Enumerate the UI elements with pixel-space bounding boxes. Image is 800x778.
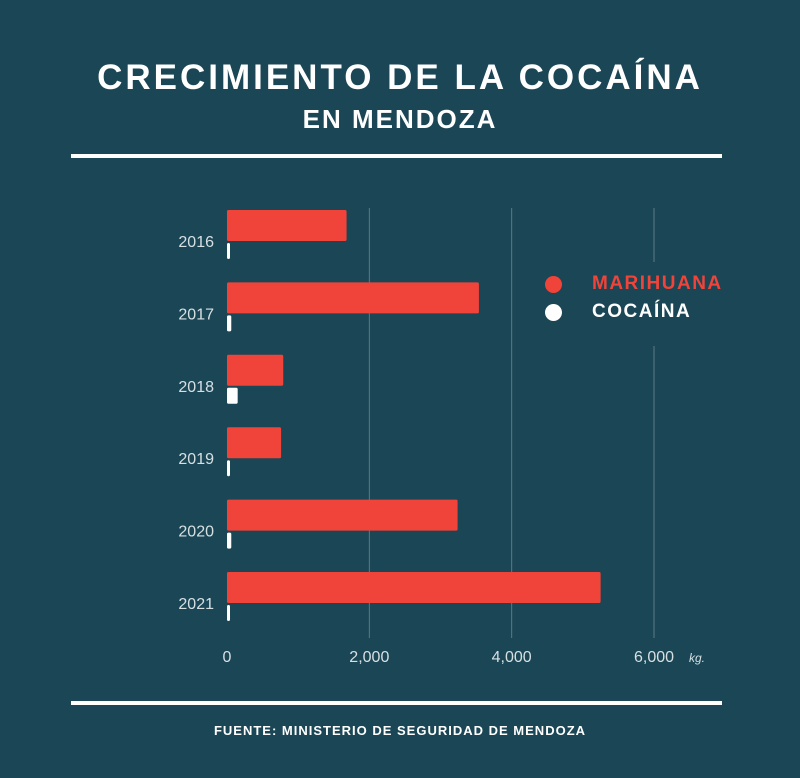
legend-dot-marihuana <box>545 275 562 293</box>
bar-cocaina <box>227 532 232 549</box>
bar-cocaina <box>227 315 232 332</box>
top-divider <box>71 154 722 158</box>
legend-label-marihuana: MARIHUANA <box>592 273 723 294</box>
legend-item-marihuana: MARIHUANA <box>545 270 723 298</box>
bar-marihuana <box>227 427 282 459</box>
legend-dot-cocaina <box>545 303 562 321</box>
legend-label-cocaina: COCAÍNA <box>592 301 692 322</box>
legend-item-cocaina: COCAÍNA <box>545 298 723 326</box>
y-tick-label: 2018 <box>178 379 214 396</box>
chart-subtitle: EN MENDOZA <box>302 104 498 134</box>
x-tick-label: 4,000 <box>492 649 532 666</box>
y-tick-label: 2020 <box>178 524 214 541</box>
bar-marihuana <box>227 282 479 314</box>
bar-marihuana <box>227 499 458 531</box>
bar-marihuana <box>227 354 284 386</box>
bar-cocaina <box>227 460 230 477</box>
y-tick-label: 2021 <box>178 596 214 613</box>
legend: MARIHUANA COCAÍNA <box>545 270 723 326</box>
y-tick-label: 2016 <box>178 234 214 251</box>
bottom-divider <box>71 701 722 705</box>
x-unit-label: kg. <box>689 651 705 665</box>
x-tick-label: 2,000 <box>349 649 389 666</box>
bar-marihuana <box>227 210 347 241</box>
bar-cocaina <box>227 387 238 404</box>
x-tick-label: 6,000 <box>634 649 674 666</box>
source-note: FUENTE: MINISTERIO DE SEGURIDAD DE MENDO… <box>213 723 587 738</box>
bar-cocaina <box>227 605 230 621</box>
x-tick-label: 0 <box>223 649 232 666</box>
y-tick-label: 2019 <box>178 451 214 468</box>
bar-marihuana <box>227 572 601 603</box>
bar-cocaina <box>227 243 230 259</box>
y-tick-label: 2017 <box>178 306 214 323</box>
chart-title: CRECIMIENTO DE LA COCAÍNA <box>97 58 703 97</box>
